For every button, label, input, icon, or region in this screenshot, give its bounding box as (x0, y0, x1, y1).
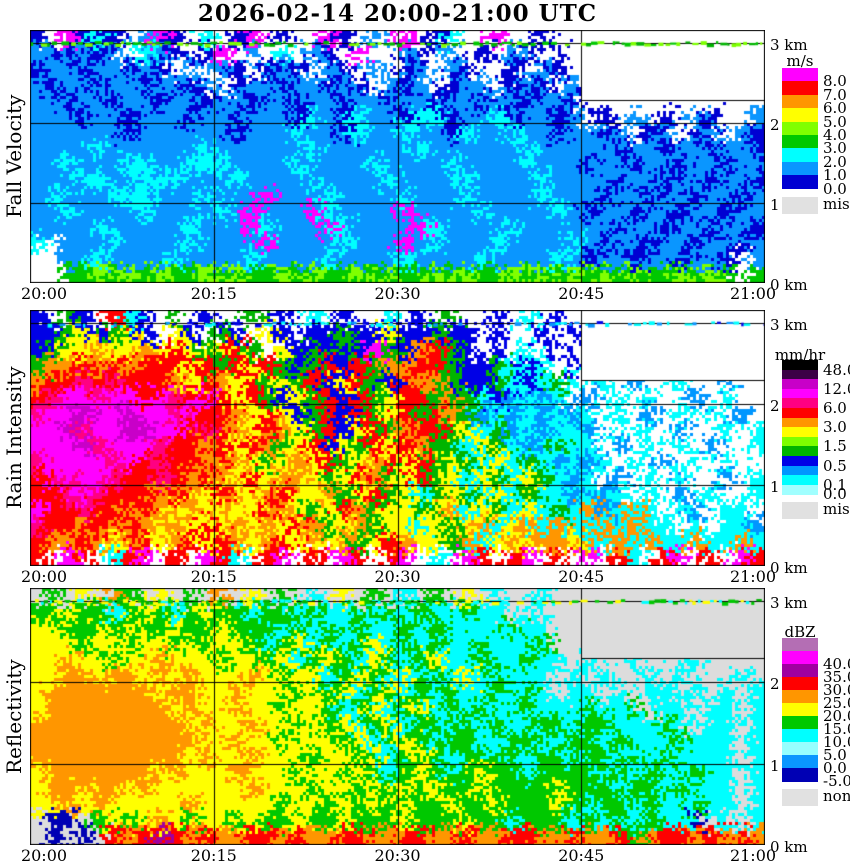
legend-swatch (782, 638, 818, 652)
legend-swatch (782, 135, 818, 149)
legend-swatch (782, 121, 818, 136)
figure-title: 2026-02-14 20:00-21:00 UTC (197, 0, 598, 27)
y-axis-label-reflectivity: Reflectivity (2, 659, 26, 774)
legend-label: 7.0 (823, 85, 847, 104)
legend-label: 0.0 (823, 179, 847, 198)
time-tick-label: 20:15 (190, 567, 237, 586)
y-axis-label-rain-intensity: Rain Intensity (2, 366, 26, 510)
height-tick-label: 3 km (770, 36, 808, 54)
legend-label: 0.1 (823, 475, 847, 494)
legend-label: 35.0 (823, 668, 850, 686)
time-tick-label: 21:00 (729, 284, 777, 303)
legend-title: dBZ (784, 623, 816, 641)
legend-title: m/s (786, 52, 814, 70)
legend-swatch (782, 484, 818, 495)
legend-label: 2.0 (823, 152, 847, 171)
legend-label: 0.0 (823, 759, 847, 777)
legend-swatch (782, 475, 818, 486)
legend-label: 8.0 (823, 72, 847, 91)
rain-intensity-heatmap (30, 310, 765, 566)
legend-swatch (782, 651, 818, 665)
legend-nodata-swatch (782, 789, 818, 806)
legend-label: 0.0 (823, 485, 847, 504)
legend-swatch (782, 369, 818, 380)
legend-swatch (782, 379, 818, 390)
legend-swatch (782, 148, 818, 163)
legend-swatch (782, 81, 818, 96)
legend-swatch (782, 465, 818, 476)
legend-swatch (782, 427, 818, 438)
legend-swatch (782, 436, 818, 447)
height-tick-label: 0 km (770, 559, 808, 577)
legend-label: 3.0 (823, 139, 847, 158)
legend-swatch (782, 388, 818, 399)
legend-label: 5.0 (823, 746, 847, 764)
time-tick-label: 20:00 (20, 567, 68, 586)
legend-swatch (782, 703, 818, 717)
legend-label: 0.5 (823, 456, 847, 475)
legend-label: -5.0 (823, 772, 850, 790)
legend-swatch (782, 175, 818, 190)
legend-swatch (782, 68, 818, 82)
legend-label: 15.0 (823, 720, 850, 738)
time-tick-label: 20:00 (20, 284, 68, 303)
legend-swatch (782, 446, 818, 457)
height-tick-label: 0 km (770, 838, 808, 856)
legend-label: 6.0 (823, 99, 847, 118)
legend-swatch (782, 755, 818, 769)
legend-label: 48.0 (823, 360, 850, 379)
legend-swatch (782, 108, 818, 123)
legend-swatch (782, 456, 818, 467)
height-tick-label: 3 km (770, 316, 808, 334)
legend-label: 1.5 (823, 437, 847, 456)
legend-nodata-label: miss (823, 194, 850, 213)
time-tick-label: 20:15 (190, 284, 237, 303)
time-tick-label: 21:00 (729, 567, 777, 586)
fall-velocity-heatmap (30, 30, 765, 283)
legend-swatch (782, 677, 818, 691)
legend-title: mm/hr (774, 346, 826, 364)
legend-nodata-label: miss (823, 500, 850, 519)
time-tick-label: 20:30 (374, 284, 421, 303)
legend-label: 3.0 (823, 418, 847, 437)
legend-label: 5.0 (823, 112, 847, 131)
legend-swatch (782, 408, 818, 419)
legend-label: 6.0 (823, 399, 847, 417)
time-tick-label: 20:30 (374, 567, 421, 586)
legend-swatch (782, 161, 818, 176)
reflectivity-heatmap (30, 588, 765, 845)
legend-swatch (782, 768, 818, 782)
legend-swatch (782, 94, 818, 109)
legend-swatch (782, 664, 818, 678)
legend-swatch (782, 690, 818, 704)
y-axis-label-fall-velocity: Fall Velocity (2, 94, 26, 219)
time-tick-label: 20:30 (374, 846, 421, 865)
legend-swatch (782, 417, 818, 428)
legend-label: 40.0 (823, 655, 850, 673)
time-tick-label: 20:15 (190, 846, 237, 865)
time-tick-label: 20:45 (558, 284, 605, 303)
legend-label: 4.0 (823, 126, 847, 144)
legend-label: 12.0 (823, 379, 850, 398)
legend-nodata-label: none (823, 787, 850, 805)
height-tick-label: 0 km (770, 276, 808, 294)
legend-nodata-swatch (782, 502, 818, 520)
legend-label: 20.0 (823, 707, 850, 725)
legend-nodata-swatch (782, 196, 818, 214)
legend-swatch (782, 360, 818, 371)
legend-label: 30.0 (823, 681, 850, 699)
time-tick-label: 20:00 (20, 846, 68, 865)
legend-label: 25.0 (823, 694, 850, 712)
time-tick-label: 20:45 (558, 567, 605, 586)
legend-swatch (782, 716, 818, 730)
legend-label: 10.0 (823, 733, 850, 751)
time-tick-label: 21:00 (729, 846, 777, 865)
legend-label: 1.0 (823, 166, 847, 185)
legend-swatch (782, 398, 818, 409)
legend-swatch (782, 742, 818, 756)
time-tick-label: 20:45 (558, 846, 605, 865)
height-tick-label: 3 km (770, 594, 808, 612)
legend-swatch (782, 729, 818, 743)
